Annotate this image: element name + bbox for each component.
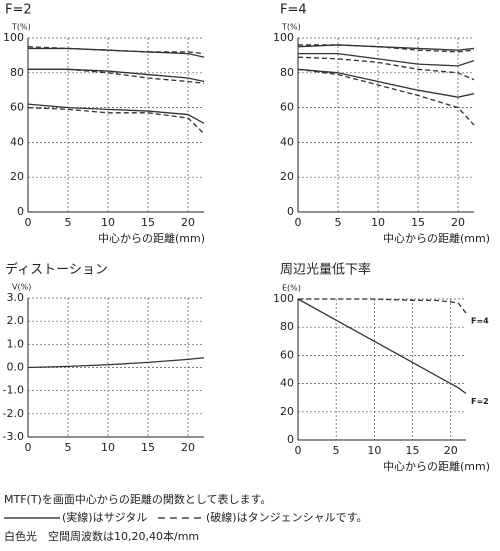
- x-tick-label: 20: [444, 444, 458, 457]
- x-axis-label: 中心からの距離(mm): [383, 459, 490, 473]
- series-line: [27, 357, 205, 369]
- x-tick-label: 0: [25, 216, 32, 229]
- y-tick-label: 20: [280, 170, 294, 183]
- series-line: [298, 53, 475, 67]
- y-unit: T(%): [11, 23, 31, 32]
- y-tick-label: 100: [273, 292, 294, 305]
- series-line: [297, 298, 467, 394]
- x-tick-label: 15: [141, 216, 155, 229]
- y-tick-label: 40: [280, 135, 294, 148]
- x-tick-label: 5: [65, 216, 72, 229]
- x-tick-label: 15: [411, 216, 425, 229]
- x-axis-label: 中心からの距離(mm): [98, 231, 205, 245]
- y-tick-label: 100: [273, 31, 294, 44]
- y-tick-label: 60: [280, 348, 294, 361]
- y-tick-label: -2.0: [3, 407, 24, 420]
- note-legend-dashed: (破線)はタンジェンシャルです。: [206, 510, 367, 524]
- y-tick-label: 0: [287, 205, 294, 218]
- y-unit: T(%): [281, 23, 301, 32]
- series-line: [297, 56, 475, 81]
- x-axis-label: 中心からの距離(mm): [383, 231, 490, 245]
- y-tick-label: 80: [280, 320, 294, 333]
- x-tick-label: 10: [101, 216, 115, 229]
- chart-title: ディストーション: [5, 262, 108, 278]
- x-tick-label: 10: [371, 216, 385, 229]
- x-tick-label: 15: [406, 444, 420, 457]
- y-tick-label: 80: [280, 66, 294, 79]
- y-tick-label: 2.0: [7, 314, 25, 327]
- x-tick-label: 0: [25, 441, 32, 454]
- y-tick-label: 0.0: [7, 361, 25, 374]
- y-tick-label: 60: [280, 101, 294, 114]
- series-line: [28, 47, 205, 58]
- chart-title: F=2: [5, 3, 32, 18]
- y-unit: E(%): [282, 284, 301, 293]
- x-tick-label: 5: [65, 441, 72, 454]
- x-tick-label: 0: [295, 216, 302, 229]
- x-tick-label: 15: [141, 441, 155, 454]
- series-line: [28, 68, 205, 84]
- y-tick-label: 3.0: [7, 291, 25, 304]
- y-tick-label: -1.0: [3, 384, 24, 397]
- series-line: [297, 68, 475, 98]
- series-line: [298, 44, 475, 53]
- y-tick-label: 100: [3, 31, 24, 44]
- y-tick-label: 20: [10, 170, 24, 183]
- y-tick-label: 80: [10, 66, 24, 79]
- x-tick-label: 20: [451, 216, 465, 229]
- y-tick-label: 20: [280, 405, 294, 418]
- y-tick-label: 0: [17, 205, 24, 218]
- y-unit: V(%): [12, 283, 31, 292]
- series-end-label: F=4: [471, 317, 489, 326]
- series-line: [297, 68, 475, 126]
- y-tick-label: 60: [10, 101, 24, 114]
- note-line: 白色光 空間周波数は10,20,40本/mm: [4, 529, 199, 543]
- x-tick-label: 20: [181, 216, 195, 229]
- x-tick-label: 5: [333, 444, 340, 457]
- chart-title: 周辺光量低下率: [280, 262, 371, 278]
- x-tick-label: 0: [295, 444, 302, 457]
- series-line: [28, 68, 205, 83]
- note-legend-solid: (実線)はサジタル: [62, 510, 147, 524]
- y-tick-label: 1.0: [7, 337, 25, 350]
- series-line: [298, 298, 467, 314]
- x-tick-label: 20: [181, 441, 195, 454]
- x-tick-label: 10: [367, 444, 381, 457]
- series-end-label: F=2: [471, 397, 489, 406]
- x-tick-label: 10: [101, 441, 115, 454]
- x-tick-label: 5: [335, 216, 342, 229]
- series-line: [27, 103, 205, 124]
- series-line: [27, 106, 205, 135]
- series-line: [27, 46, 205, 55]
- y-tick-label: 40: [10, 135, 24, 148]
- y-tick-label: 0: [287, 433, 294, 446]
- chart-title: F=4: [280, 3, 307, 18]
- note-line: MTF(T)を画面中心からの距離の関数として表します。: [4, 492, 271, 506]
- y-tick-label: -3.0: [3, 430, 24, 443]
- y-tick-label: 40: [280, 377, 294, 390]
